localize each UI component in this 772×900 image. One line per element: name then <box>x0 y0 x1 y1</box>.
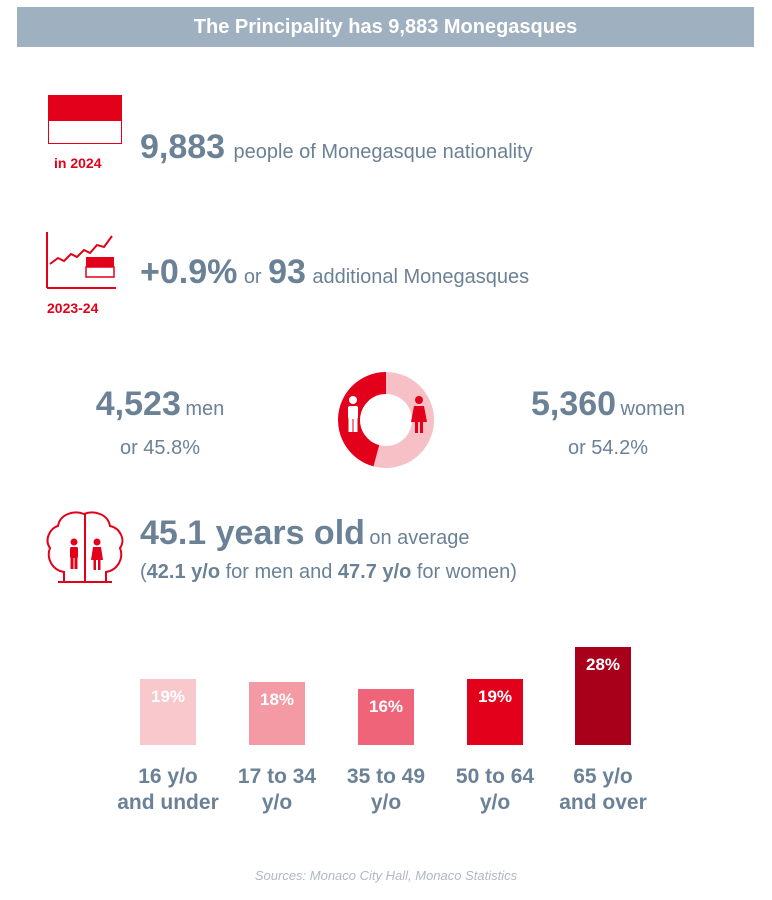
bar-value-label-3: 19% <box>477 686 513 706</box>
women-value: 5,360 <box>530 385 617 423</box>
source-note: Sources: Monaco City Hall, Monaco Statis… <box>254 868 518 883</box>
women-label: women <box>620 398 686 420</box>
year-label: in 2024 <box>54 155 102 171</box>
bar-4 <box>575 647 631 745</box>
category-label-4: 65 y/o and over <box>559 765 647 814</box>
period-label: 2023-24 <box>47 300 99 316</box>
donut-segment-women <box>373 372 434 468</box>
page-title: The Principality has 9,883 Monegasques <box>193 15 578 38</box>
gender-donut-chart <box>338 372 434 468</box>
growth-chart-flag-icon <box>46 232 116 289</box>
bar-value-label-1: 18% <box>259 690 295 709</box>
men-age: 42.1 y/o <box>146 561 221 583</box>
header-banner: The Principality has 9,883 Monegasques <box>17 7 754 47</box>
age-suffix: on average <box>369 527 470 549</box>
category-label-3: 50 to 64 y/o <box>455 765 535 814</box>
man-icon <box>348 396 358 432</box>
men-percent: or 45.8% <box>119 437 201 459</box>
monaco-flag-white-band <box>48 121 122 144</box>
nationality-text: people of Monegasque nationality <box>233 141 533 163</box>
men-label: men <box>185 398 225 420</box>
men-value: 4,523 <box>95 385 181 423</box>
age-detail-open: ( <box>140 561 147 583</box>
nationality-line: 9,883 people of Monegasque nationality <box>140 128 533 167</box>
category-label-1: 17 to 34 y/o <box>237 765 317 814</box>
age-detail: (42.1 y/o for men and 47.7 y/o for women… <box>140 561 517 584</box>
category-label-0: 16 y/o and under <box>117 765 219 814</box>
bar-3 <box>467 678 523 745</box>
category-label-2: 35 to 49 y/o <box>346 765 426 814</box>
bar-value-label-2: 16% <box>368 697 404 716</box>
age-average: 45.1 years old <box>140 514 365 552</box>
women-block: 5,360 women <box>508 385 708 424</box>
woman-icon <box>411 396 427 433</box>
growth-line: +0.9% or 93 additional Monegasques <box>140 253 529 292</box>
donut-segment-men <box>338 372 386 467</box>
growth-text: additional Monegasques <box>312 266 530 288</box>
growth-or: or <box>243 266 262 288</box>
women-percent: or 54.2% <box>567 437 649 459</box>
family-tree-icon <box>46 511 124 583</box>
age-detail-mid: for men and <box>225 561 333 583</box>
nationality-value: 9,883 <box>140 128 226 166</box>
bar-value-label-0: 19% <box>150 686 186 706</box>
age-headline: 45.1 years old on average <box>140 514 469 553</box>
growth-value: 93 <box>268 253 306 291</box>
growth-percent: +0.9% <box>140 253 238 291</box>
bar-2 <box>358 689 414 745</box>
bar-value-label-4: 28% <box>585 655 621 674</box>
age-detail-end: for women) <box>416 561 517 583</box>
men-block: 4,523 men <box>60 385 260 424</box>
monaco-flag-icon <box>48 95 122 121</box>
bar-0 <box>140 678 196 745</box>
bar-1 <box>249 682 305 745</box>
women-age: 47.7 y/o <box>337 561 412 583</box>
